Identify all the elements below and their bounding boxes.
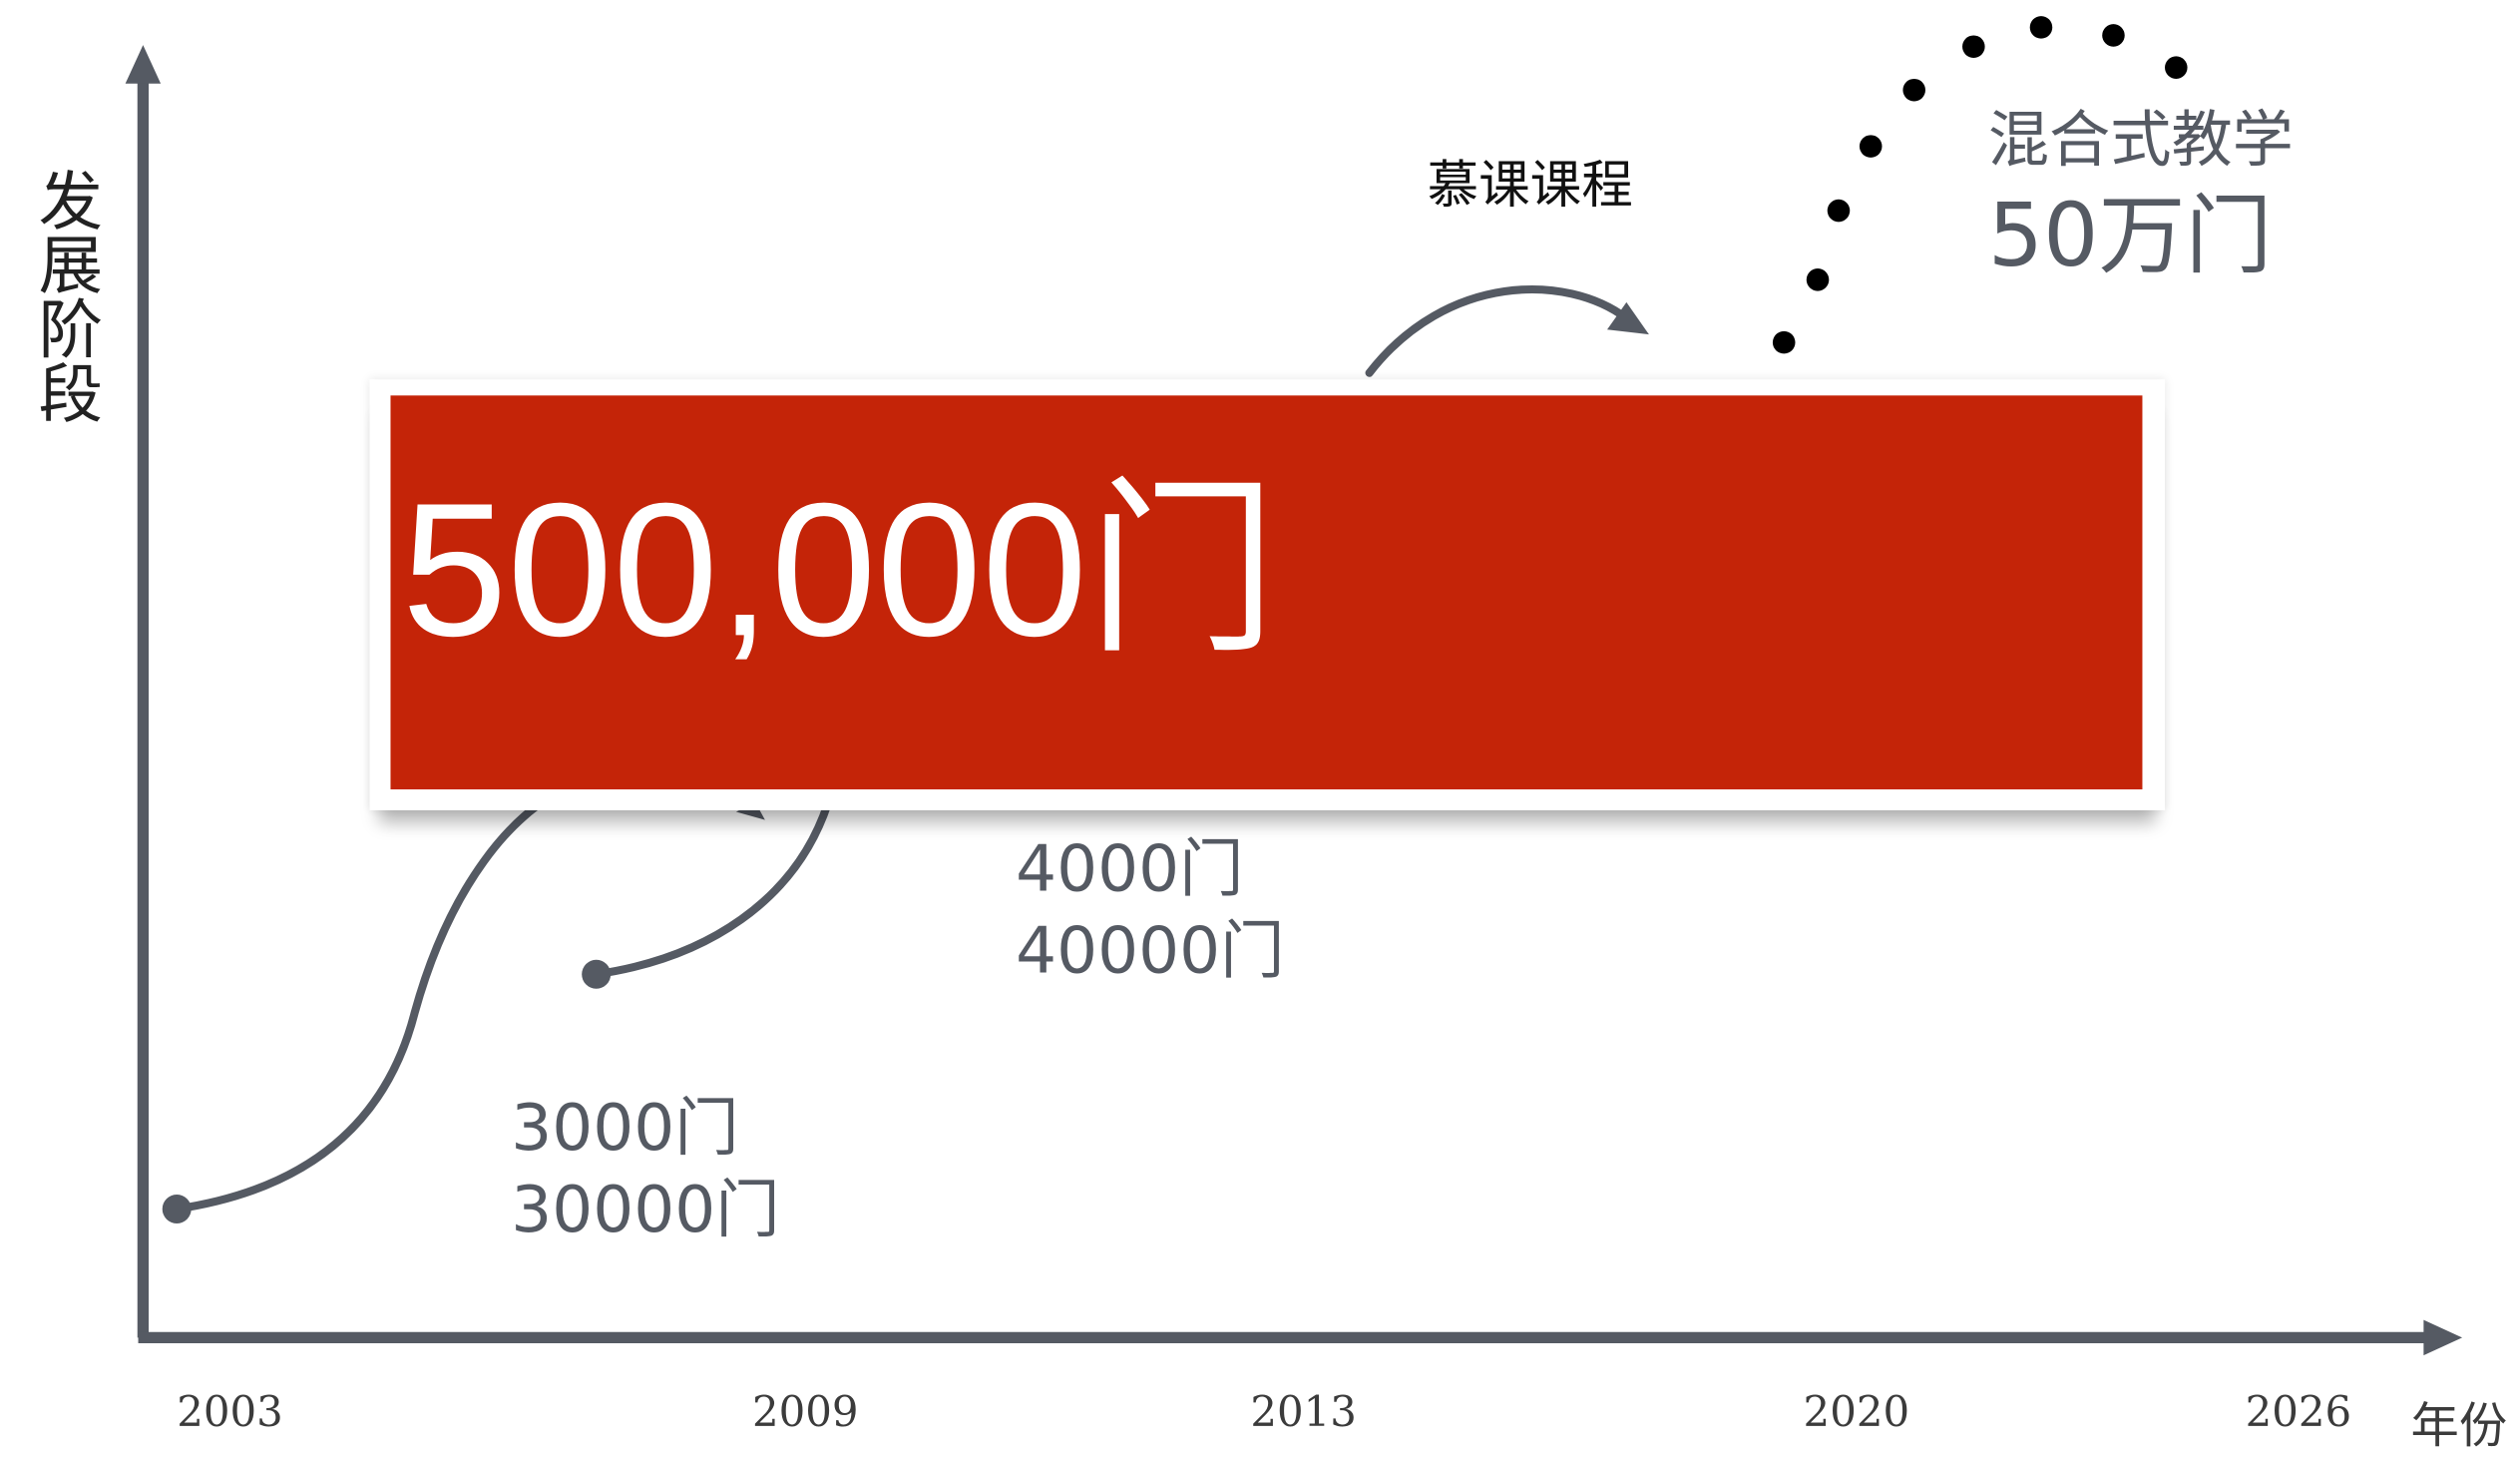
x-tick-2003: 2003 bbox=[177, 1388, 283, 1438]
x-axis bbox=[138, 1319, 2463, 1356]
blended-stage-count: 50万门 bbox=[1987, 185, 2273, 286]
stage-1-count-a: 3000门 bbox=[511, 1091, 739, 1166]
arc-dot bbox=[1827, 199, 1851, 223]
x-tick-2013: 2013 bbox=[1250, 1388, 1357, 1438]
arc-dot bbox=[1772, 330, 1796, 354]
y-axis-arrowhead bbox=[125, 45, 162, 84]
blended-stage-title: 混合式教学 bbox=[1987, 104, 2294, 176]
growth-curve-2 bbox=[582, 799, 832, 989]
arc-dot bbox=[2102, 24, 2125, 47]
banner-text: 500,000门 bbox=[401, 464, 1278, 678]
blended-dotted-arc bbox=[1772, 16, 2188, 354]
growth-curve-1 bbox=[162, 786, 567, 1223]
arc-dot bbox=[1962, 35, 1985, 58]
x-tick-2009: 2009 bbox=[751, 1388, 859, 1438]
x-axis-unit-label: 年份 bbox=[2410, 1398, 2508, 1455]
arc-dot bbox=[1902, 78, 1925, 102]
curve-1-start-point bbox=[162, 1194, 192, 1223]
y-axis-label: 发展阶段 bbox=[27, 167, 102, 425]
highlight-banner bbox=[390, 395, 2143, 790]
arc-dot bbox=[1806, 268, 1830, 291]
mooc-stage-label: 慕课课程 bbox=[1427, 154, 1633, 216]
arc-dot bbox=[1859, 135, 1883, 158]
y-axis bbox=[125, 45, 162, 1338]
stage-2-count-b: 40000门 bbox=[1016, 914, 1285, 989]
arc-dot bbox=[2165, 56, 2188, 79]
x-axis-arrowhead bbox=[2423, 1319, 2463, 1356]
stage-2-count-a: 4000门 bbox=[1016, 832, 1244, 907]
arc-dot bbox=[2029, 16, 2053, 39]
x-tick-2026: 2026 bbox=[2245, 1388, 2352, 1438]
mooc-arrow bbox=[1365, 285, 1649, 377]
stage-1-count-b: 30000门 bbox=[511, 1174, 780, 1248]
x-tick-2020: 2020 bbox=[1803, 1388, 1910, 1438]
mooc-arrowhead bbox=[1607, 301, 1649, 335]
curve-2-start-point bbox=[582, 959, 612, 989]
